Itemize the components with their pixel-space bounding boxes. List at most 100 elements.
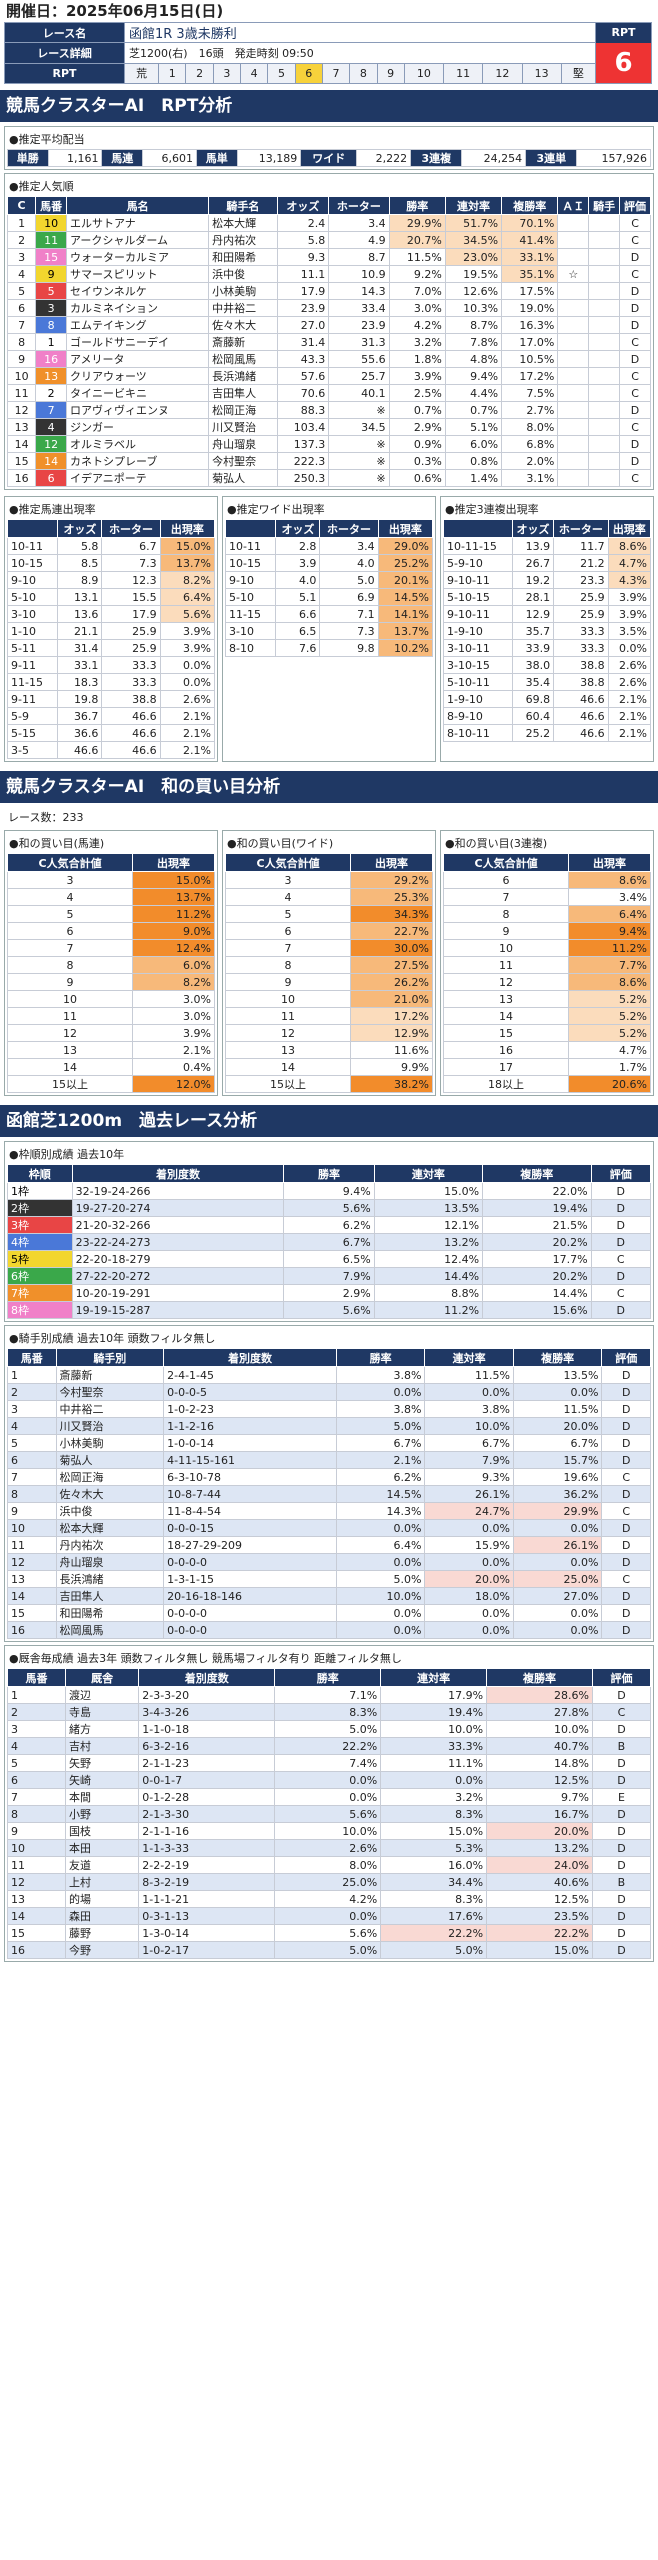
col-header: 厩舎 <box>65 1668 140 1687</box>
cell: 25.7 <box>328 367 390 385</box>
race-name-label: レース名 <box>4 21 125 44</box>
cell: 12.5% <box>486 1890 593 1908</box>
table-row: 16 4.7% <box>442 1041 651 1059</box>
cell: 15以上 <box>224 1075 352 1093</box>
cell: 5.2% <box>568 990 651 1008</box>
col-header: 複勝率 <box>482 1164 592 1183</box>
table-row: 3 15 ウォーターカルミア 和田陽希 9.3 8.7 11.5% 23.0% 33.1% D <box>6 248 651 266</box>
cell: 12 <box>35 435 67 453</box>
cell: 3-10-15 <box>443 656 513 674</box>
table-row: 5-10 5.1 6.9 14.5% <box>224 588 434 606</box>
cell: 16.0% <box>380 1856 488 1874</box>
cell: 40.6% <box>486 1873 593 1891</box>
cell: 1 <box>6 1686 67 1704</box>
popularity-table: C 馬番 馬名 騎手名 オッズ ホーター 勝率 連対率 複勝率 ＡＩ 騎手 評価 1 10 エルサトアナ 松本… <box>6 196 651 487</box>
cell: 5.0% <box>380 1941 488 1959</box>
cell: 8-10 <box>224 639 277 657</box>
table-row: 8 6.4% <box>442 905 651 923</box>
cell: C <box>590 1250 652 1268</box>
cell: 1-1-2-16 <box>163 1417 337 1435</box>
table-row: 9-10-11 19.2 23.3 4.3% <box>443 571 652 589</box>
cell: 0.0% <box>424 1621 514 1639</box>
cell <box>588 282 621 300</box>
cell: 4.2% <box>388 316 446 334</box>
table-row: 8 6.0% <box>6 956 215 974</box>
cell: D <box>601 1536 651 1554</box>
cell: 15.0% <box>380 1822 488 1840</box>
cell: 0.0% <box>159 656 216 674</box>
cell: 7.0% <box>388 282 446 300</box>
rpt-cell: 5 <box>267 62 296 85</box>
cell: 34.3% <box>350 905 433 923</box>
cell: ※ <box>328 401 390 419</box>
cell <box>557 214 590 232</box>
cell: 丹内祐次 <box>55 1536 165 1554</box>
cell: 5.6% <box>274 1805 382 1823</box>
cell: 10 <box>35 214 67 232</box>
cell: 6 <box>35 469 67 487</box>
cell: 34.4% <box>380 1873 488 1891</box>
cell: ロアヴィヴィエンヌ <box>65 401 210 419</box>
cell: 15.7% <box>512 1451 603 1469</box>
cell: 11.5% <box>424 1366 514 1384</box>
cell: 27.0% <box>512 1587 603 1605</box>
col-header: 複勝率 <box>512 1348 603 1367</box>
col-header: 着別度数 <box>163 1348 337 1367</box>
cell: カネトシプレーブ <box>65 452 210 470</box>
cell: 2.6% <box>274 1839 382 1857</box>
col-header: C人気合計値 <box>442 853 570 872</box>
cell: 0.0% <box>274 1907 382 1925</box>
table-row: 6 矢崎 0-0-1-7 0.0% 0.0% 12.5% D <box>6 1771 652 1789</box>
table-row: 8 27.5% <box>224 956 433 974</box>
cell: 13 <box>35 367 67 385</box>
cell: D <box>591 1941 652 1959</box>
cell: 6 <box>6 922 134 940</box>
cell: 13.7% <box>132 888 215 906</box>
cell: 20.0% <box>486 1822 593 1840</box>
cell: 13 <box>442 990 570 1008</box>
cell: D <box>601 1587 651 1605</box>
cell: 6.7 <box>101 537 161 555</box>
cell: 0.9% <box>388 435 446 453</box>
table-row: 6 菊弘人 4-11-15-161 2.1% 7.9% 15.7% D <box>7 1451 651 1469</box>
cell: 15.5 <box>101 588 161 606</box>
cell: 0.7% <box>444 401 503 419</box>
cell: エルサトアナ <box>65 214 210 232</box>
table-row: 13 5.2% <box>442 990 651 1008</box>
col-header: 馬番 <box>6 1668 67 1687</box>
col-header: ＡＩ <box>557 196 590 215</box>
cell: 6.7% <box>335 1434 426 1452</box>
cell: 14 <box>35 452 67 470</box>
table-row: 12 8.6% <box>442 973 651 991</box>
cell: 16.7% <box>486 1805 593 1823</box>
cell: 6.8% <box>501 435 559 453</box>
cell: 23.9 <box>276 299 330 317</box>
cell: 9-11 <box>6 690 59 708</box>
cell: 15 <box>7 1604 57 1622</box>
cell: 6-3-10-78 <box>163 1468 337 1486</box>
cell: 17.9 <box>276 282 330 300</box>
cell: 13.9 <box>511 537 555 555</box>
table-row: 9-10 8.9 12.3 8.2% <box>6 571 216 589</box>
table-row: 7 3.4% <box>442 888 651 906</box>
cell: 本田 <box>65 1839 140 1857</box>
cell: 11.2% <box>568 939 651 957</box>
rpt-cell: 13 <box>521 62 562 85</box>
cell: 4.7% <box>607 554 652 572</box>
table-row: 11 3.0% <box>6 1007 215 1025</box>
cell: 29.9% <box>388 214 446 232</box>
cell: 13 <box>6 418 37 436</box>
cell: 9 <box>6 1822 67 1840</box>
rpt-cell: 9 <box>376 62 405 85</box>
table-row: 3 15.0% <box>6 871 215 889</box>
cell: 5-11 <box>6 639 59 657</box>
col-header: C <box>6 196 37 215</box>
cell: ※ <box>328 469 390 487</box>
cell: 29.2% <box>350 871 433 889</box>
cell <box>557 469 590 487</box>
popularity-box: ●推定人気順 C 馬番 馬名 騎手名 オッズ ホーター 勝率 連対率 複勝率 ＡＩ 騎手 評価 1 10 エ… <box>4 173 654 490</box>
table-row: 4 川又賢治 1-1-2-16 5.0% 10.0% 20.0% D <box>7 1417 651 1435</box>
cell: 5.0% <box>335 1570 426 1588</box>
cell: 丹内祐次 <box>208 231 278 249</box>
cell: 2.6% <box>607 656 652 674</box>
